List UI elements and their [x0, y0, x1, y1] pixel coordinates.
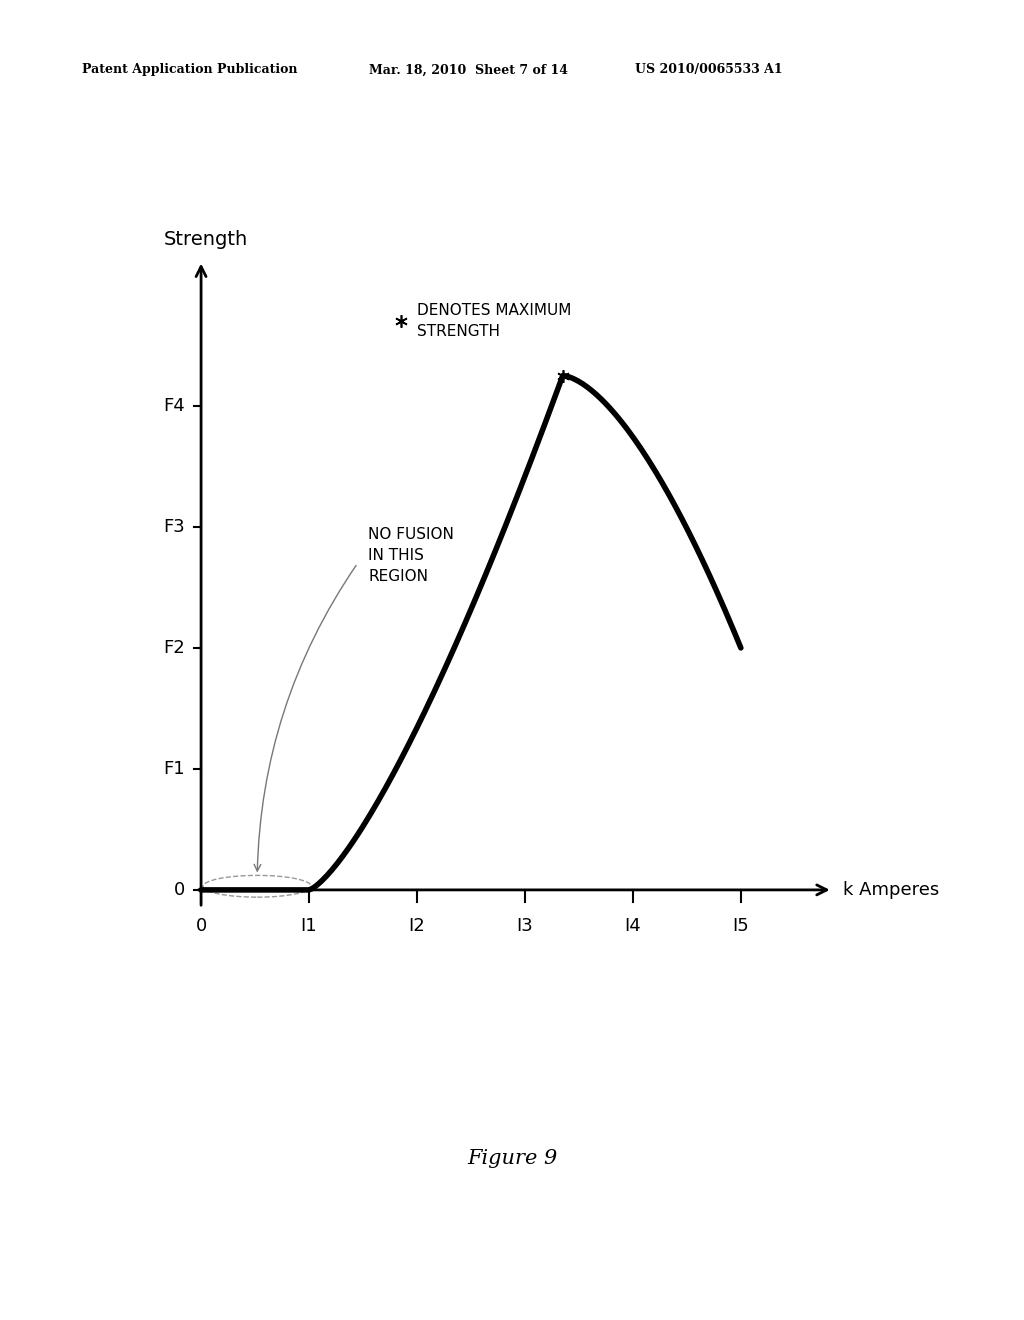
Text: F4: F4 [163, 397, 185, 414]
Text: Strength: Strength [163, 230, 248, 248]
Text: Patent Application Publication: Patent Application Publication [82, 63, 297, 77]
Text: I3: I3 [516, 916, 534, 935]
Text: 0: 0 [196, 916, 207, 935]
Text: I2: I2 [409, 916, 425, 935]
Text: DENOTES MAXIMUM
STRENGTH: DENOTES MAXIMUM STRENGTH [417, 304, 571, 339]
Text: 0: 0 [174, 880, 185, 899]
Text: F1: F1 [163, 760, 185, 777]
Text: I1: I1 [301, 916, 317, 935]
Text: US 2010/0065533 A1: US 2010/0065533 A1 [635, 63, 782, 77]
Text: I5: I5 [732, 916, 750, 935]
Text: k Amperes: k Amperes [844, 880, 940, 899]
Text: F2: F2 [163, 639, 185, 657]
Text: I4: I4 [625, 916, 641, 935]
Text: Mar. 18, 2010  Sheet 7 of 14: Mar. 18, 2010 Sheet 7 of 14 [369, 63, 567, 77]
Text: F3: F3 [163, 517, 185, 536]
Text: NO FUSION
IN THIS
REGION: NO FUSION IN THIS REGION [369, 527, 455, 583]
Text: Figure 9: Figure 9 [467, 1150, 557, 1168]
